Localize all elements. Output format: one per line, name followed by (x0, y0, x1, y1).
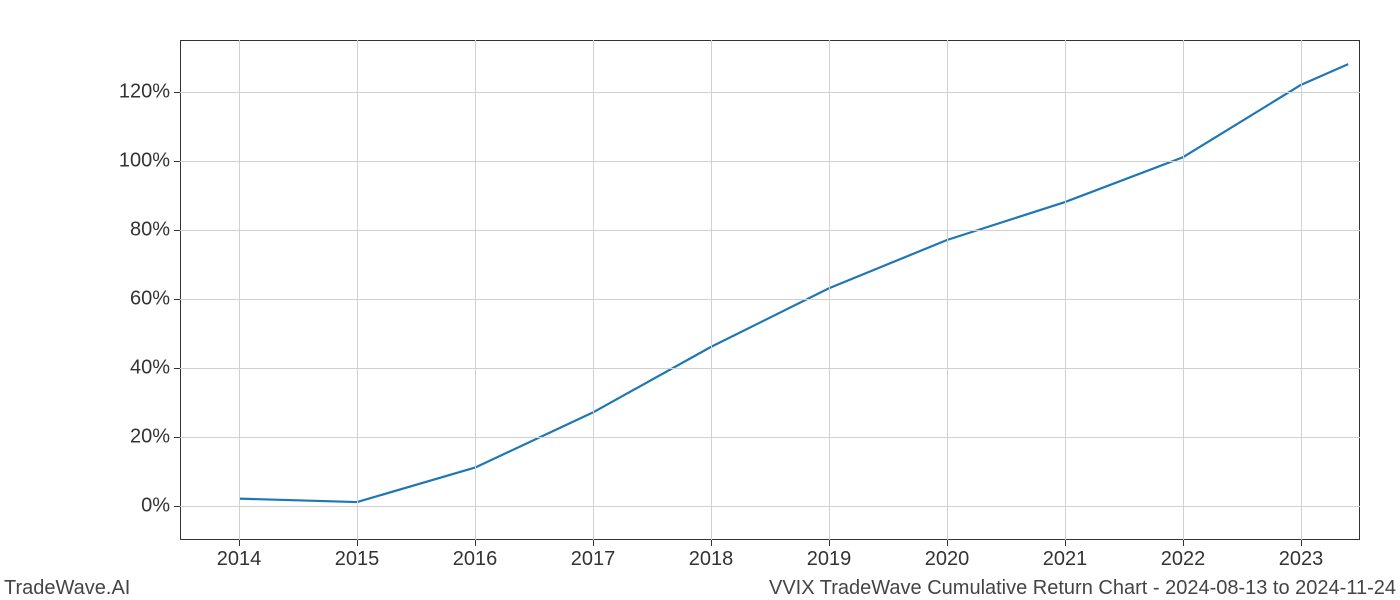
x-tick-mark (357, 540, 358, 546)
x-tick-mark (475, 540, 476, 546)
x-tick-label: 2022 (1161, 548, 1206, 571)
x-tick-mark (239, 540, 240, 546)
grid-line-vertical (239, 40, 240, 540)
x-tick-mark (711, 540, 712, 546)
footer-left-text: TradeWave.AI (4, 577, 130, 600)
grid-line-horizontal (180, 437, 1360, 438)
x-tick-mark (593, 540, 594, 546)
grid-line-horizontal (180, 506, 1360, 507)
x-tick-mark (947, 540, 948, 546)
grid-line-vertical (1301, 40, 1302, 540)
y-tick-label: 80% (110, 218, 170, 241)
grid-line-vertical (357, 40, 358, 540)
x-tick-label: 2021 (1043, 548, 1088, 571)
grid-line-horizontal (180, 161, 1360, 162)
x-tick-label: 2017 (571, 548, 616, 571)
x-tick-label: 2019 (807, 548, 852, 571)
x-tick-label: 2023 (1279, 548, 1324, 571)
y-tick-label: 40% (110, 356, 170, 379)
y-tick-label: 60% (110, 287, 170, 310)
grid-line-vertical (829, 40, 830, 540)
grid-line-vertical (1065, 40, 1066, 540)
y-tick-label: 0% (110, 494, 170, 517)
grid-line-vertical (593, 40, 594, 540)
x-tick-label: 2018 (689, 548, 734, 571)
y-tick-mark (174, 368, 180, 369)
grid-line-vertical (947, 40, 948, 540)
grid-line-horizontal (180, 92, 1360, 93)
x-tick-mark (829, 540, 830, 546)
y-tick-mark (174, 437, 180, 438)
y-tick-mark (174, 230, 180, 231)
x-tick-mark (1301, 540, 1302, 546)
grid-line-horizontal (180, 368, 1360, 369)
x-tick-label: 2014 (217, 548, 262, 571)
grid-line-horizontal (180, 299, 1360, 300)
footer-right-text: VVIX TradeWave Cumulative Return Chart -… (769, 577, 1396, 600)
plot-area (180, 40, 1360, 540)
y-tick-mark (174, 161, 180, 162)
y-tick-mark (174, 299, 180, 300)
y-tick-label: 120% (110, 80, 170, 103)
y-tick-label: 100% (110, 149, 170, 172)
x-tick-mark (1065, 540, 1066, 546)
y-tick-mark (174, 506, 180, 507)
x-tick-mark (1183, 540, 1184, 546)
y-tick-mark (174, 92, 180, 93)
grid-line-vertical (475, 40, 476, 540)
grid-line-horizontal (180, 230, 1360, 231)
grid-line-vertical (1183, 40, 1184, 540)
x-tick-label: 2020 (925, 548, 970, 571)
y-tick-label: 20% (110, 425, 170, 448)
x-tick-label: 2015 (335, 548, 380, 571)
x-tick-label: 2016 (453, 548, 498, 571)
grid-line-vertical (711, 40, 712, 540)
